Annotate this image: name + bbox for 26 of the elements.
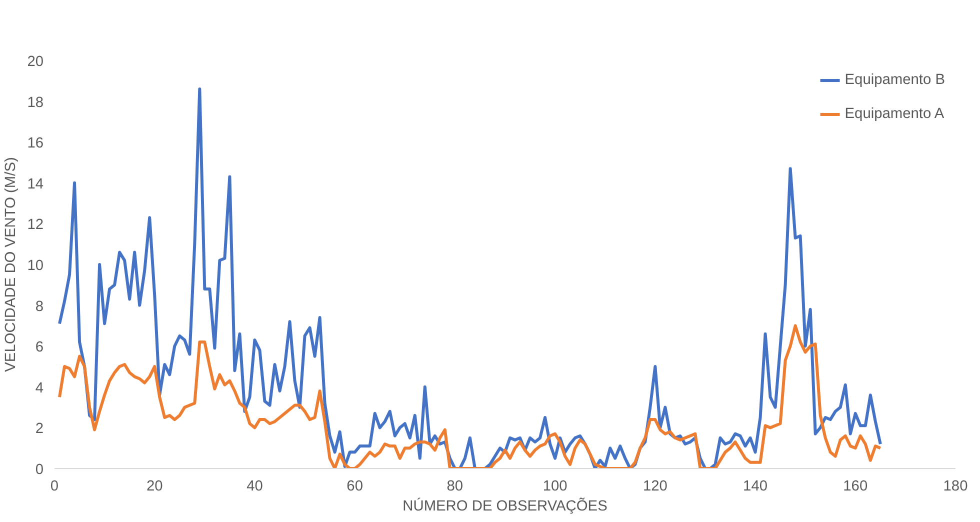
- x-tick-label: 60: [346, 478, 363, 494]
- legend-label: Equipamento B: [844, 72, 945, 88]
- y-tick-label: 12: [27, 217, 44, 234]
- x-tick-label: 40: [246, 478, 263, 494]
- y-tick-label: 6: [35, 340, 44, 356]
- x-tick-label: 140: [743, 478, 768, 494]
- x-tick-label: 120: [642, 478, 668, 494]
- y-axis-title: VELOCIDADE DO VENTO (M/S): [3, 157, 20, 372]
- line-series: [58, 324, 882, 468]
- y-tick-label: 18: [27, 94, 44, 111]
- x-tick-label: 20: [146, 478, 163, 494]
- y-tick-label: 0: [35, 462, 44, 478]
- x-tick-label: 160: [843, 478, 868, 494]
- y-tick-label: 10: [27, 258, 44, 274]
- y-tick-label: 8: [35, 298, 44, 315]
- y-tick-label: 16: [27, 136, 44, 152]
- x-tick-label: 100: [542, 478, 568, 494]
- y-tick-label: 14: [27, 176, 44, 192]
- x-tick-label: 80: [446, 478, 464, 494]
- y-tick-label: 4: [35, 380, 44, 396]
- x-tick-label: 0: [50, 478, 59, 494]
- x-tick-label: 180: [943, 478, 968, 494]
- y-tick-label: 20: [27, 54, 44, 70]
- y-tick-label: 2: [35, 421, 44, 438]
- legend-label: Equipamento A: [844, 106, 944, 122]
- x-axis-title: NÚMERO DE OBSERVAÇÕES: [402, 498, 608, 514]
